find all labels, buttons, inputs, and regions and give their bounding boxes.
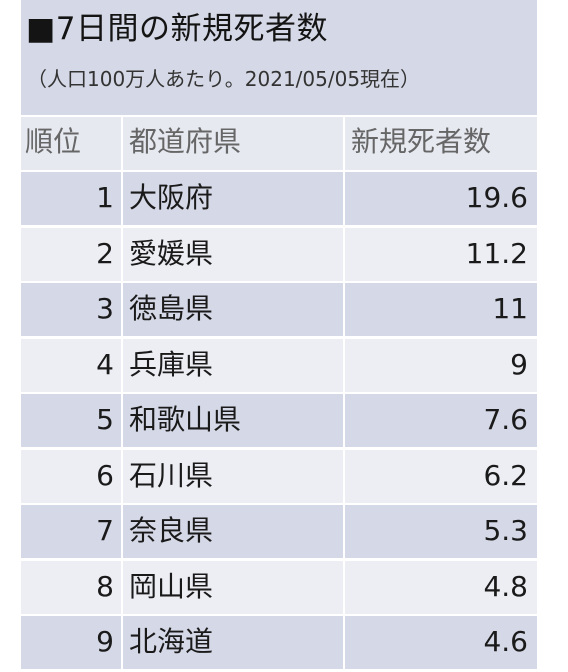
deaths-value: 11 bbox=[492, 292, 528, 325]
table-subtitle: （人口100万人あたり。2021/05/05現在） bbox=[27, 67, 421, 91]
rank-value: 4 bbox=[96, 348, 114, 381]
column-header-prefecture-label: 都道府県 bbox=[129, 125, 242, 158]
prefecture-cell: 愛媛県 bbox=[123, 228, 343, 281]
column-header-value: 新規死者数 bbox=[345, 117, 537, 170]
rank-cell: 9 bbox=[21, 616, 121, 669]
prefecture-name: 岡山県 bbox=[129, 570, 214, 603]
prefecture-cell: 岡山県 bbox=[123, 561, 343, 614]
table-row: 1 大阪府 19.6 bbox=[21, 172, 537, 225]
rank-value: 7 bbox=[96, 514, 114, 547]
rank-value: 9 bbox=[96, 625, 114, 658]
table-row: 6 石川県 6.2 bbox=[21, 450, 537, 503]
rank-value: 2 bbox=[96, 237, 114, 270]
prefecture-cell: 大阪府 bbox=[123, 172, 343, 225]
prefecture-name: 北海道 bbox=[129, 625, 214, 658]
deaths-cell: 4.6 bbox=[345, 616, 537, 669]
ranking-table-card: ■7日間の新規死者数 （人口100万人あたり。2021/05/05現在） 順位 … bbox=[21, 0, 537, 672]
column-header-row: 順位 都道府県 新規死者数 bbox=[21, 117, 537, 170]
rank-cell: 1 bbox=[21, 172, 121, 225]
prefecture-name: 奈良県 bbox=[129, 514, 214, 547]
prefecture-cell: 兵庫県 bbox=[123, 339, 343, 392]
table-row: 7 奈良県 5.3 bbox=[21, 505, 537, 558]
prefecture-cell: 北海道 bbox=[123, 616, 343, 669]
rank-value: 5 bbox=[96, 403, 114, 436]
table-row: 5 和歌山県 7.6 bbox=[21, 394, 537, 447]
rank-value: 6 bbox=[96, 459, 114, 492]
table-row: 4 兵庫県 9 bbox=[21, 339, 537, 392]
column-header-rank: 順位 bbox=[21, 117, 121, 170]
prefecture-name: 徳島県 bbox=[129, 292, 214, 325]
prefecture-name: 兵庫県 bbox=[129, 348, 214, 381]
deaths-cell: 7.6 bbox=[345, 394, 537, 447]
rank-cell: 5 bbox=[21, 394, 121, 447]
table-row: 3 徳島県 11 bbox=[21, 283, 537, 336]
deaths-cell: 9 bbox=[345, 339, 537, 392]
table-row: 9 北海道 4.6 bbox=[21, 616, 537, 669]
rank-cell: 2 bbox=[21, 228, 121, 281]
prefecture-name: 愛媛県 bbox=[129, 237, 214, 270]
deaths-cell: 6.2 bbox=[345, 450, 537, 503]
column-header-rank-label: 順位 bbox=[25, 125, 82, 158]
rank-cell: 6 bbox=[21, 450, 121, 503]
deaths-cell: 5.3 bbox=[345, 505, 537, 558]
rank-value: 1 bbox=[96, 181, 114, 214]
table-row: 8 岡山県 4.8 bbox=[21, 561, 537, 614]
rank-cell: 4 bbox=[21, 339, 121, 392]
prefecture-cell: 和歌山県 bbox=[123, 394, 343, 447]
deaths-cell: 11 bbox=[345, 283, 537, 336]
prefecture-cell: 石川県 bbox=[123, 450, 343, 503]
deaths-cell: 4.8 bbox=[345, 561, 537, 614]
prefecture-cell: 奈良県 bbox=[123, 505, 343, 558]
rank-value: 3 bbox=[96, 292, 114, 325]
prefecture-cell: 徳島県 bbox=[123, 283, 343, 336]
deaths-cell: 11.2 bbox=[345, 228, 537, 281]
rank-cell: 3 bbox=[21, 283, 121, 336]
deaths-value: 19.6 bbox=[465, 181, 528, 214]
rank-cell: 8 bbox=[21, 561, 121, 614]
deaths-value: 11.2 bbox=[465, 237, 528, 270]
deaths-value: 4.8 bbox=[483, 570, 528, 603]
rank-value: 8 bbox=[96, 570, 114, 603]
deaths-value: 5.3 bbox=[483, 514, 528, 547]
column-header-prefecture: 都道府県 bbox=[123, 117, 343, 170]
prefecture-name: 大阪府 bbox=[129, 181, 214, 214]
table-header-panel: ■7日間の新規死者数 （人口100万人あたり。2021/05/05現在） bbox=[21, 0, 537, 115]
deaths-value: 6.2 bbox=[483, 459, 528, 492]
prefecture-name: 石川県 bbox=[129, 459, 214, 492]
column-header-value-label: 新規死者数 bbox=[351, 125, 492, 158]
deaths-cell: 19.6 bbox=[345, 172, 537, 225]
deaths-value: 7.6 bbox=[483, 403, 528, 436]
deaths-value: 4.6 bbox=[483, 625, 528, 658]
prefecture-name: 和歌山県 bbox=[129, 403, 242, 436]
deaths-value: 9 bbox=[510, 348, 528, 381]
table-row: 2 愛媛県 11.2 bbox=[21, 228, 537, 281]
table-title: ■7日間の新規死者数 bbox=[26, 11, 329, 47]
rank-cell: 7 bbox=[21, 505, 121, 558]
